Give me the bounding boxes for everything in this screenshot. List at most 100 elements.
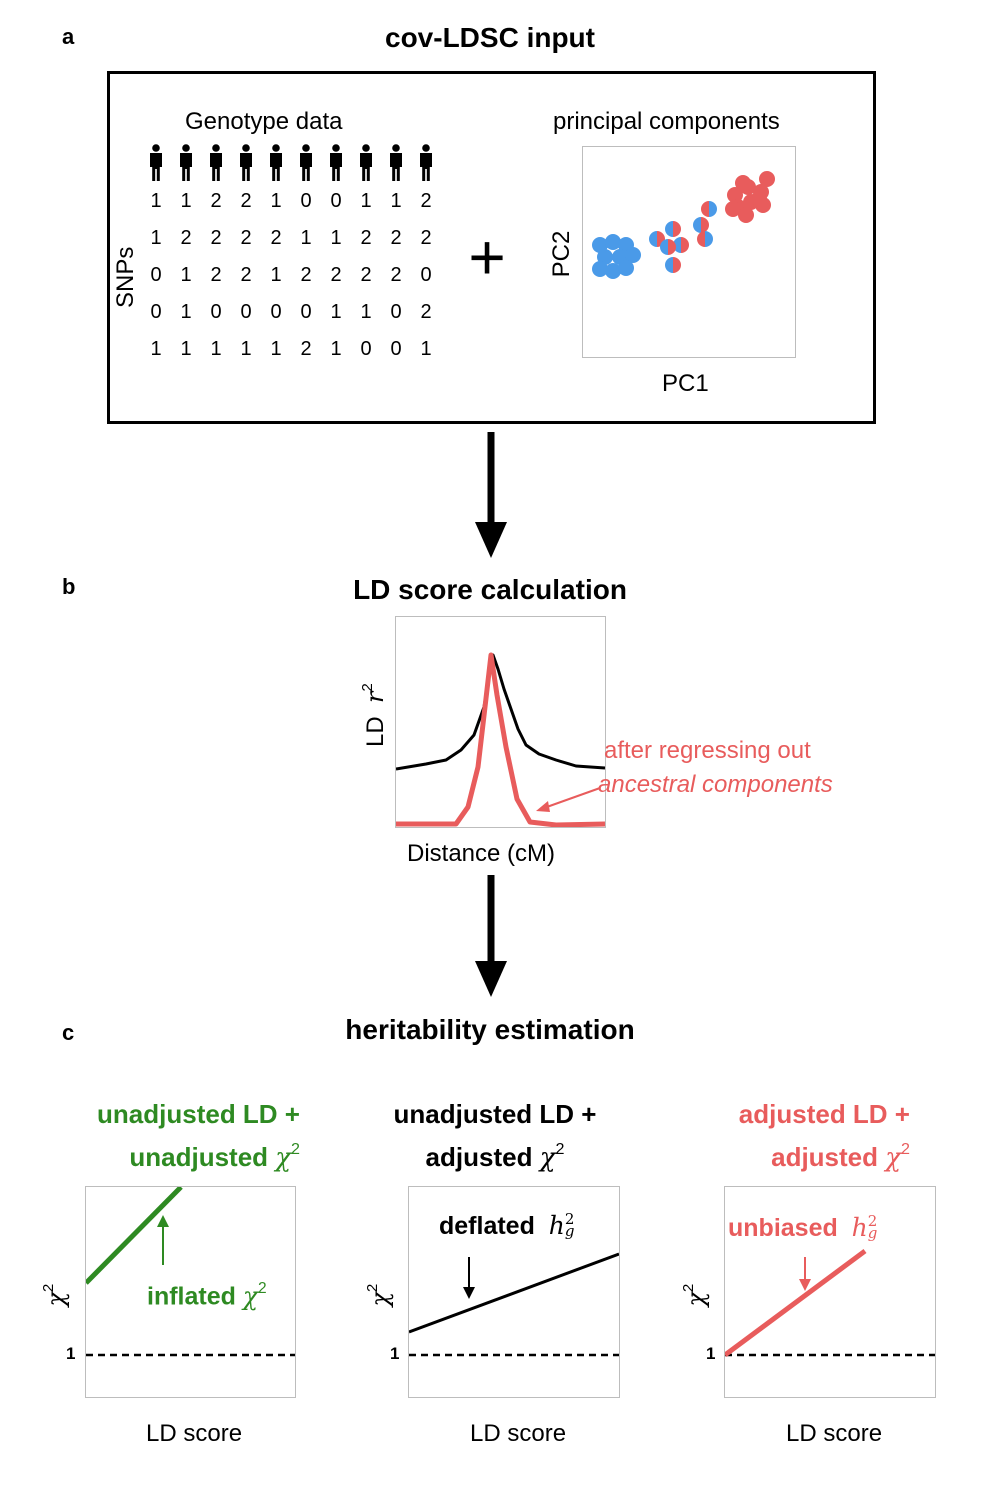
plot3-heading-line1: adjusted LD +	[738, 1099, 910, 1129]
plot3-one-label: 1	[706, 1344, 716, 1363]
person-icon	[201, 144, 231, 182]
individuals-row	[141, 144, 441, 182]
plot1-heading: unadjusted LD + unadjusted χ2	[40, 1097, 300, 1176]
plot2-box	[408, 1186, 620, 1398]
pc-point	[727, 187, 743, 203]
genotype-cell: 1	[270, 190, 282, 212]
genotype-data-label: Genotype data	[185, 108, 343, 135]
plot1-box	[84, 1185, 296, 1398]
genotype-cell: 2	[240, 227, 252, 249]
ld-decay-plot	[395, 616, 606, 828]
genotype-cell: 1	[210, 338, 222, 360]
genotype-cell: 1	[360, 301, 372, 323]
pc-point	[605, 234, 621, 250]
genotype-cell: 1	[180, 264, 192, 286]
genotype-cell: 1	[330, 338, 342, 360]
genotype-cell: 2	[180, 227, 192, 249]
pc-point	[618, 260, 634, 276]
genotype-cell: 0	[210, 301, 222, 323]
pc2-label: PC2	[548, 230, 575, 278]
genotype-cell: 1	[180, 190, 192, 212]
genotype-cell: 2	[390, 264, 402, 286]
plot2-heading-line2: adjusted χ2	[425, 1140, 565, 1174]
genotype-cell: 1	[270, 264, 282, 286]
panel-b-letter: b	[62, 574, 76, 599]
plot1-heading-line2: unadjusted χ2	[129, 1140, 300, 1174]
genotype-cell: 2	[210, 264, 222, 286]
pc-point	[735, 175, 751, 191]
panel-b-title: LD score calculation	[353, 574, 627, 605]
plot3-regression-line	[723, 1248, 867, 1358]
ld-curve-adjusted	[396, 652, 606, 828]
genotype-cell: 2	[210, 227, 222, 249]
pc-title: principal components	[553, 108, 780, 135]
genotype-cell: 1	[240, 338, 252, 360]
pc-point	[697, 231, 713, 247]
plot2-heading-line1: unadjusted LD +	[393, 1099, 597, 1129]
pc-point	[592, 237, 608, 253]
plot3-heading-line2: adjusted χ2	[771, 1140, 910, 1174]
genotype-cell: 0	[390, 338, 402, 360]
genotype-cell: 1	[180, 338, 192, 360]
plot1-one-label: 1	[66, 1344, 76, 1363]
person-icon	[411, 144, 441, 182]
genotype-cell: 1	[180, 301, 192, 323]
panel-c-title: heritability estimation	[345, 1014, 635, 1045]
panel-a-title: cov-LDSC input	[385, 22, 595, 53]
plot2-svg	[408, 1252, 620, 1357]
pc-point	[693, 217, 709, 233]
person-icon	[261, 144, 291, 182]
genotype-cell: 0	[300, 301, 312, 323]
annotation-arrow	[536, 787, 601, 812]
plus-sign: +	[468, 221, 506, 293]
genotype-cell: 1	[390, 190, 402, 212]
plot1-svg	[84, 1185, 295, 1357]
pc-point	[605, 263, 621, 279]
plot1-heading-line1: unadjusted LD +	[97, 1099, 300, 1129]
genotype-cell: 0	[150, 301, 162, 323]
person-icon	[141, 144, 171, 182]
pc-point	[665, 257, 681, 273]
plot1-regression-line	[84, 1185, 183, 1285]
genotype-cell: 1	[330, 301, 342, 323]
plot2-regression-line	[408, 1252, 620, 1334]
panel-a-letter: a	[62, 24, 75, 49]
genotype-cell: 0	[270, 301, 282, 323]
plot3-arrowhead	[799, 1279, 811, 1291]
annotation-line1: after regressing out	[604, 737, 811, 764]
genotype-cell: 2	[300, 338, 312, 360]
pc-scatter-plot	[582, 146, 796, 358]
distance-xlabel: Distance (cM)	[407, 840, 556, 867]
plot1-arrowhead	[157, 1215, 169, 1227]
person-icon	[171, 144, 201, 182]
genotype-cell: 2	[240, 190, 252, 212]
plot2-xlabel: LD score	[470, 1420, 567, 1447]
genotype-cell: 1	[270, 338, 282, 360]
plot2-ylabel: χ2	[364, 1283, 395, 1307]
plot3-ylabel: χ2	[680, 1283, 711, 1307]
plot1-annotation: inflated χ2	[147, 1280, 267, 1311]
pc1-label: PC1	[662, 370, 709, 397]
down-arrow-2	[475, 875, 507, 997]
person-icon	[291, 144, 321, 182]
genotype-cell: 1	[300, 227, 312, 249]
pc-point	[592, 261, 608, 277]
genotype-cell: 1	[150, 190, 162, 212]
genotype-cell: 2	[270, 227, 282, 249]
pc-point	[701, 201, 717, 217]
plot1-xlabel: LD score	[146, 1420, 243, 1447]
genotype-cell: 2	[240, 264, 252, 286]
genotype-cell: 1	[150, 227, 162, 249]
genotype-cell: 0	[360, 338, 372, 360]
genotype-cell: 1	[360, 190, 372, 212]
genotype-cell: 2	[300, 264, 312, 286]
genotype-cell: 1	[420, 338, 432, 360]
pc-point	[597, 249, 613, 265]
ld-ylabel-text: LD	[362, 716, 390, 747]
r-symbol: r	[361, 691, 390, 703]
down-arrow-1	[475, 432, 507, 558]
pc-point	[725, 201, 741, 217]
